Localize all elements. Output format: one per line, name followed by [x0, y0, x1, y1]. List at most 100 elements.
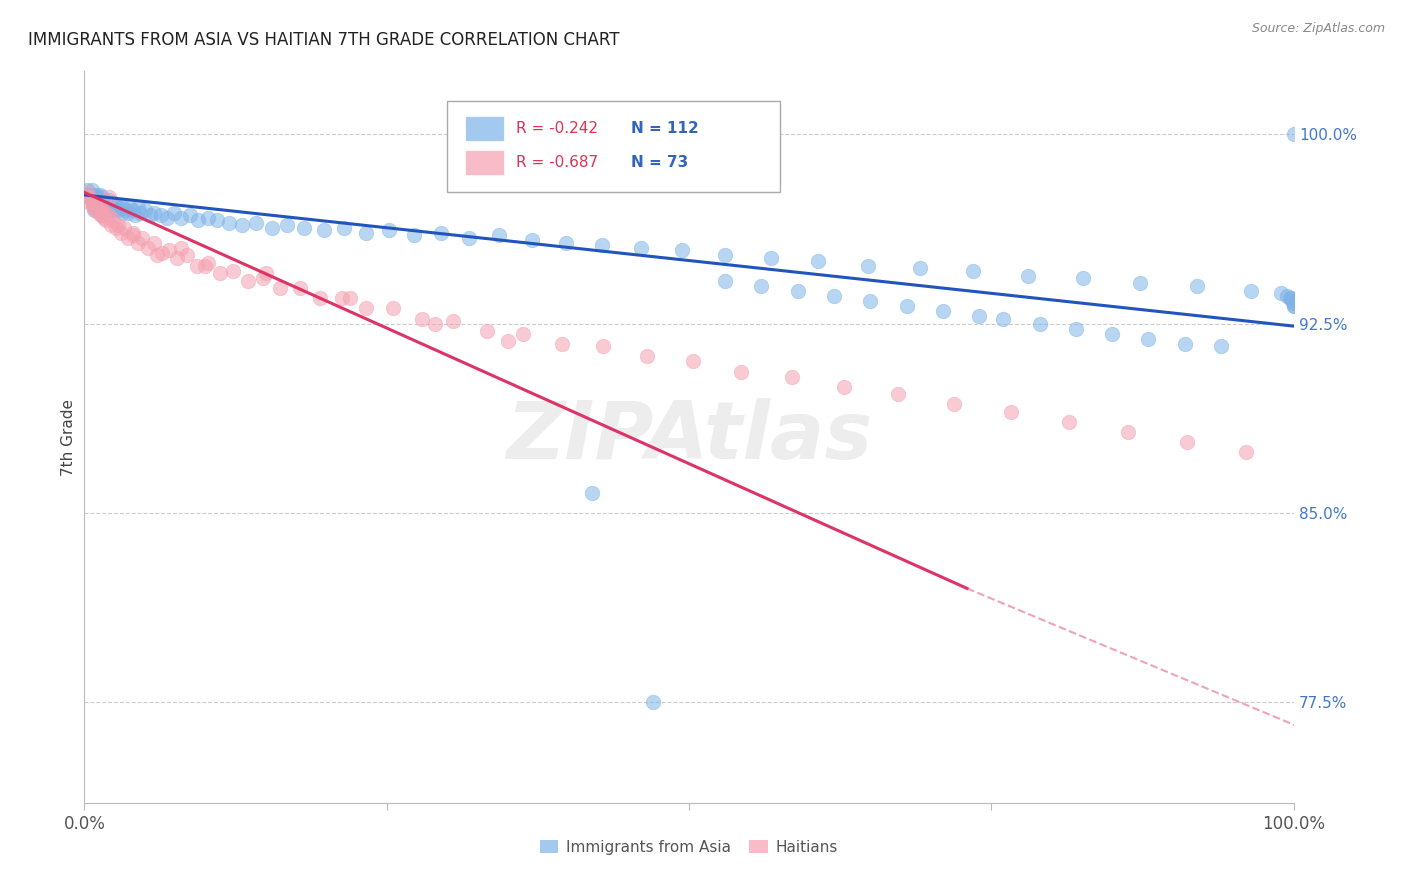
Point — [150, 246, 173, 260]
Point — [1209, 339, 1232, 353]
Point — [1064, 321, 1087, 335]
Point — [823, 289, 845, 303]
Point — [91, 203, 114, 218]
Point — [1234, 445, 1257, 459]
Point — [89, 195, 111, 210]
Point — [309, 291, 332, 305]
Point — [520, 233, 543, 247]
Point — [86, 188, 108, 202]
Point — [86, 203, 108, 218]
Point — [100, 198, 122, 212]
FancyBboxPatch shape — [465, 116, 503, 141]
Point — [512, 326, 534, 341]
Point — [80, 193, 103, 207]
Point — [83, 190, 105, 204]
Point — [127, 201, 149, 215]
Point — [112, 201, 135, 215]
Point — [112, 220, 135, 235]
Point — [591, 238, 613, 252]
Point — [138, 208, 160, 222]
Point — [91, 190, 114, 204]
Text: R = -0.687: R = -0.687 — [516, 155, 598, 170]
Point — [1270, 286, 1292, 301]
Point — [76, 186, 98, 200]
Point — [103, 195, 125, 210]
Point — [97, 190, 120, 204]
Point — [82, 198, 104, 212]
Point — [114, 203, 136, 218]
Point — [110, 198, 132, 212]
Point — [91, 208, 114, 222]
Point — [245, 216, 267, 230]
Point — [94, 213, 117, 227]
Point — [170, 211, 193, 225]
Point — [80, 183, 103, 197]
Point — [127, 235, 149, 250]
Point — [103, 213, 125, 227]
Point — [104, 203, 127, 218]
Point — [197, 211, 219, 225]
FancyBboxPatch shape — [465, 151, 503, 175]
Point — [1071, 271, 1094, 285]
Point — [79, 195, 101, 210]
Point — [330, 291, 353, 305]
Point — [932, 304, 955, 318]
Point — [714, 248, 737, 262]
Point — [786, 284, 808, 298]
Point — [83, 203, 105, 218]
Point — [1101, 326, 1123, 341]
Point — [1129, 277, 1152, 291]
Point — [121, 203, 143, 218]
Point — [90, 208, 112, 222]
Point — [236, 274, 259, 288]
Point — [1278, 291, 1301, 305]
Point — [157, 244, 180, 258]
Point — [94, 201, 117, 215]
Legend: Immigrants from Asia, Haitians: Immigrants from Asia, Haitians — [534, 834, 844, 861]
Point — [107, 203, 129, 218]
Point — [146, 248, 169, 262]
Point — [77, 188, 100, 202]
Point — [269, 281, 291, 295]
Point — [630, 241, 652, 255]
Point — [120, 201, 142, 215]
Point — [111, 205, 134, 219]
Point — [194, 259, 217, 273]
Point — [77, 190, 100, 204]
Point — [101, 201, 124, 215]
Point — [218, 216, 240, 230]
Point — [993, 311, 1015, 326]
Point — [354, 226, 377, 240]
Point — [1174, 336, 1197, 351]
Y-axis label: 7th Grade: 7th Grade — [60, 399, 76, 475]
Point — [457, 231, 479, 245]
Point — [82, 198, 104, 212]
Point — [83, 201, 105, 215]
Point — [641, 695, 664, 709]
Point — [87, 201, 110, 215]
Point — [551, 336, 574, 351]
Point — [1185, 278, 1208, 293]
Point — [138, 241, 160, 255]
Point — [312, 223, 335, 237]
Text: IMMIGRANTS FROM ASIA VS HAITIAN 7TH GRADE CORRELATION CHART: IMMIGRANTS FROM ASIA VS HAITIAN 7TH GRAD… — [28, 31, 620, 49]
Point — [86, 195, 108, 210]
Point — [856, 259, 879, 273]
Point — [97, 208, 120, 222]
Point — [832, 379, 855, 393]
Point — [179, 208, 201, 222]
Point — [107, 218, 129, 232]
Point — [82, 188, 104, 202]
Point — [378, 223, 401, 237]
Point — [86, 198, 108, 212]
Point — [129, 205, 152, 219]
Point — [170, 241, 193, 255]
Point — [942, 397, 965, 411]
Point — [252, 271, 274, 285]
Text: Source: ZipAtlas.com: Source: ZipAtlas.com — [1251, 22, 1385, 36]
Point — [1057, 415, 1080, 429]
Point — [197, 256, 219, 270]
Point — [166, 251, 188, 265]
Point — [84, 193, 107, 207]
Point — [76, 183, 98, 197]
